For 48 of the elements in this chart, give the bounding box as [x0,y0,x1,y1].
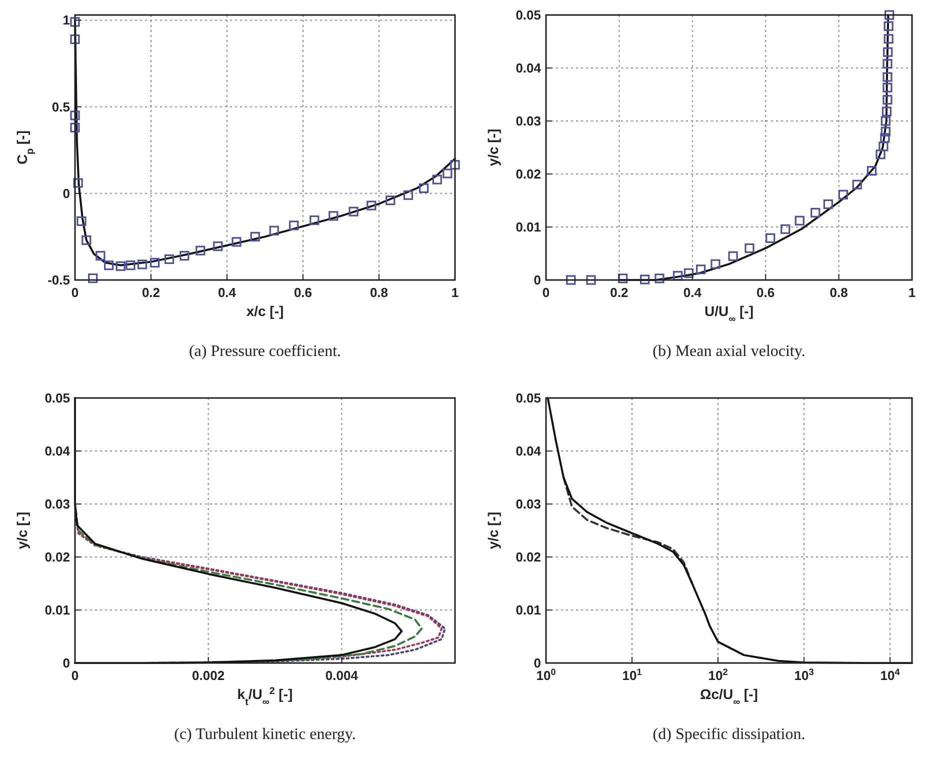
y-axis-title: y/c [-] [485,512,501,550]
y-tick-label: 0 [62,656,70,670]
x-tick-label: 0.6 [756,285,775,300]
y-tick-label: 0.04 [516,444,542,458]
y-tick-label: 0.02 [516,166,541,182]
x-axis-title: x/c [-] [246,303,284,319]
x-tick-label: 0.8 [830,285,848,300]
x-tick-label: 0.2 [610,285,628,300]
x-tick-label: 0.8 [370,285,388,300]
text: (b) Mean axial velocity. [652,343,806,360]
x-tick-label: 0.4 [218,285,237,300]
y-tick-label: 0.5 [52,99,70,114]
x-tick-label: 1 [451,285,459,300]
y-axis-title: y/c [-] [485,128,501,166]
text: (d) Specific dissipation. [652,726,806,743]
y-tick-label: 0 [62,186,70,201]
y-tick-label: 0.03 [44,496,70,512]
y-tick-label: 0.01 [44,602,70,618]
y-tick-label: 0.02 [516,550,541,564]
x-tick-label: 0.2 [142,285,160,300]
x-tick-label: 0.4 [683,285,702,300]
y-tick-label: -0.5 [48,272,70,288]
y-tick-label: 0.02 [44,550,70,564]
y-tick-label: 0.03 [516,114,541,128]
x-tick-label: 0.002 [192,668,225,683]
x-tick-label: 10$^{3}$ [794,667,814,683]
x-tick-label: 1 [908,285,916,300]
x-tick-label: 0.6 [294,285,312,300]
y-tick-label: 0 [534,272,541,288]
y-tick-label: 0.05 [516,8,541,22]
y-tick-label: 0.01 [516,602,541,618]
y-tick-label: 0.04 [516,60,542,76]
y-tick-label: 0.04 [44,444,71,458]
text: (c) Turbulent kinetic energy. [174,726,356,743]
x-axis-title: k$_{t}$/U$_{∞}$$^{2}$ [-] [237,686,293,708]
x-axis-title: U/U$_{∞}$ [-] [704,303,754,324]
y-tick-label: 0.05 [516,390,541,406]
x-tick-label: 10$^{4}$ [880,667,901,683]
y-tick-label: 1 [62,12,70,28]
text: (a) Pressure coefficient. [188,343,342,360]
y-tick-label: 0.03 [516,496,541,512]
y-axis-title: y/c [-] [14,512,30,550]
x-tick-label: 0.004 [325,668,359,683]
y-tick-label: 0.01 [516,220,541,234]
x-axis-title: Ωc/U$_{∞}$ [-] [700,686,758,708]
x-tick-label: 10$^{2}$ [708,667,728,683]
y-tick-label: 0.05 [44,390,70,406]
x-tick-label: 10$^{1}$ [622,667,642,683]
